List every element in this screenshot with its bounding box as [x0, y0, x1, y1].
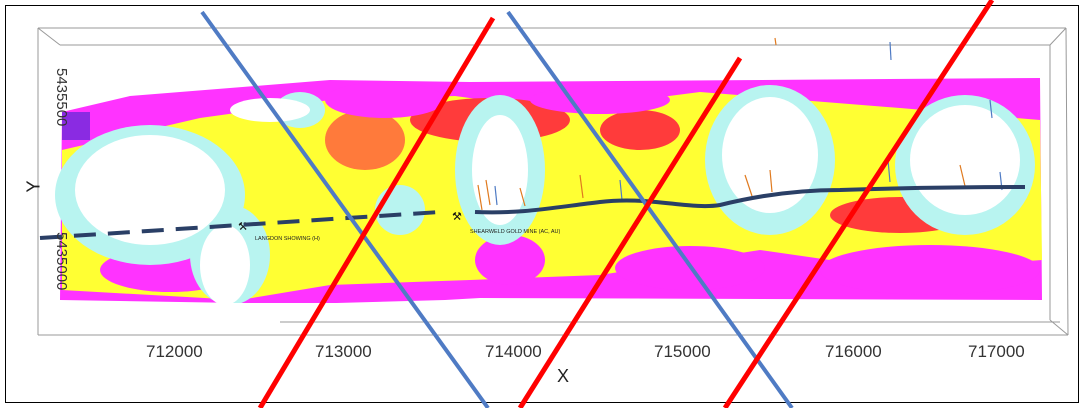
red-line-1: [257, 16, 496, 408]
heatmap-red-3: [600, 110, 680, 150]
x-tick-717000: 717000: [968, 342, 1025, 361]
x-tick-712000: 712000: [146, 342, 203, 361]
heatmap-white-6: [910, 105, 1020, 215]
blue-line-1: [200, 10, 490, 408]
heatmap-mask-bottom: [39, 303, 1049, 321]
mine-icon-langdon: ⚒: [238, 221, 248, 233]
y-axis-title: Y: [23, 180, 44, 193]
heatmap-magenta-5: [475, 235, 545, 285]
bounding-box: [37, 27, 1069, 336]
trend-line-solid: [474, 185, 1026, 215]
heatmap-magenta-1: [325, 82, 445, 118]
heatmap-red-2: [325, 110, 405, 170]
x-tick-715000: 715000: [654, 342, 711, 361]
heatmap-white-3: [230, 98, 310, 122]
blue-lines: [200, 10, 794, 408]
red-line-3: [722, 0, 995, 408]
site-label-langdon: LANGDON SHOWING (H): [255, 236, 320, 242]
x-tick-713000: 713000: [315, 342, 372, 361]
heatmap-magenta-3: [820, 245, 1040, 295]
heatmap-violet: [62, 112, 90, 140]
blue-line-2: [506, 10, 794, 408]
heatmap-white-4: [472, 115, 528, 225]
heatmap-cyan-6: [375, 185, 425, 235]
heatmap-white-5: [722, 97, 818, 213]
site-label-shearweld: SHEARWELD GOLD MINE (AC, AU): [470, 229, 561, 235]
heatmap-magenta-4: [530, 86, 670, 114]
site-annotations: ⚒ LANGDON SHOWING (H) ⚒ SHEARWELD GOLD M…: [238, 211, 561, 242]
x-tick-714000: 714000: [485, 342, 542, 361]
y-tick-lower: 5435000: [53, 232, 70, 291]
drillhole-traces: [477, 37, 1003, 211]
heatmap-layer: [39, 46, 1049, 321]
x-axis-title: X: [557, 366, 570, 386]
red-lines: [257, 0, 995, 408]
mine-icon-shearweld: ⚒: [452, 211, 462, 223]
red-line-2: [517, 56, 743, 408]
heatmap-white-1: [75, 135, 225, 245]
heatmap-white-2: [200, 225, 250, 305]
trend-line: [39, 185, 1026, 240]
x-tick-716000: 716000: [825, 342, 882, 361]
y-tick-upper: 5435500: [53, 68, 70, 127]
